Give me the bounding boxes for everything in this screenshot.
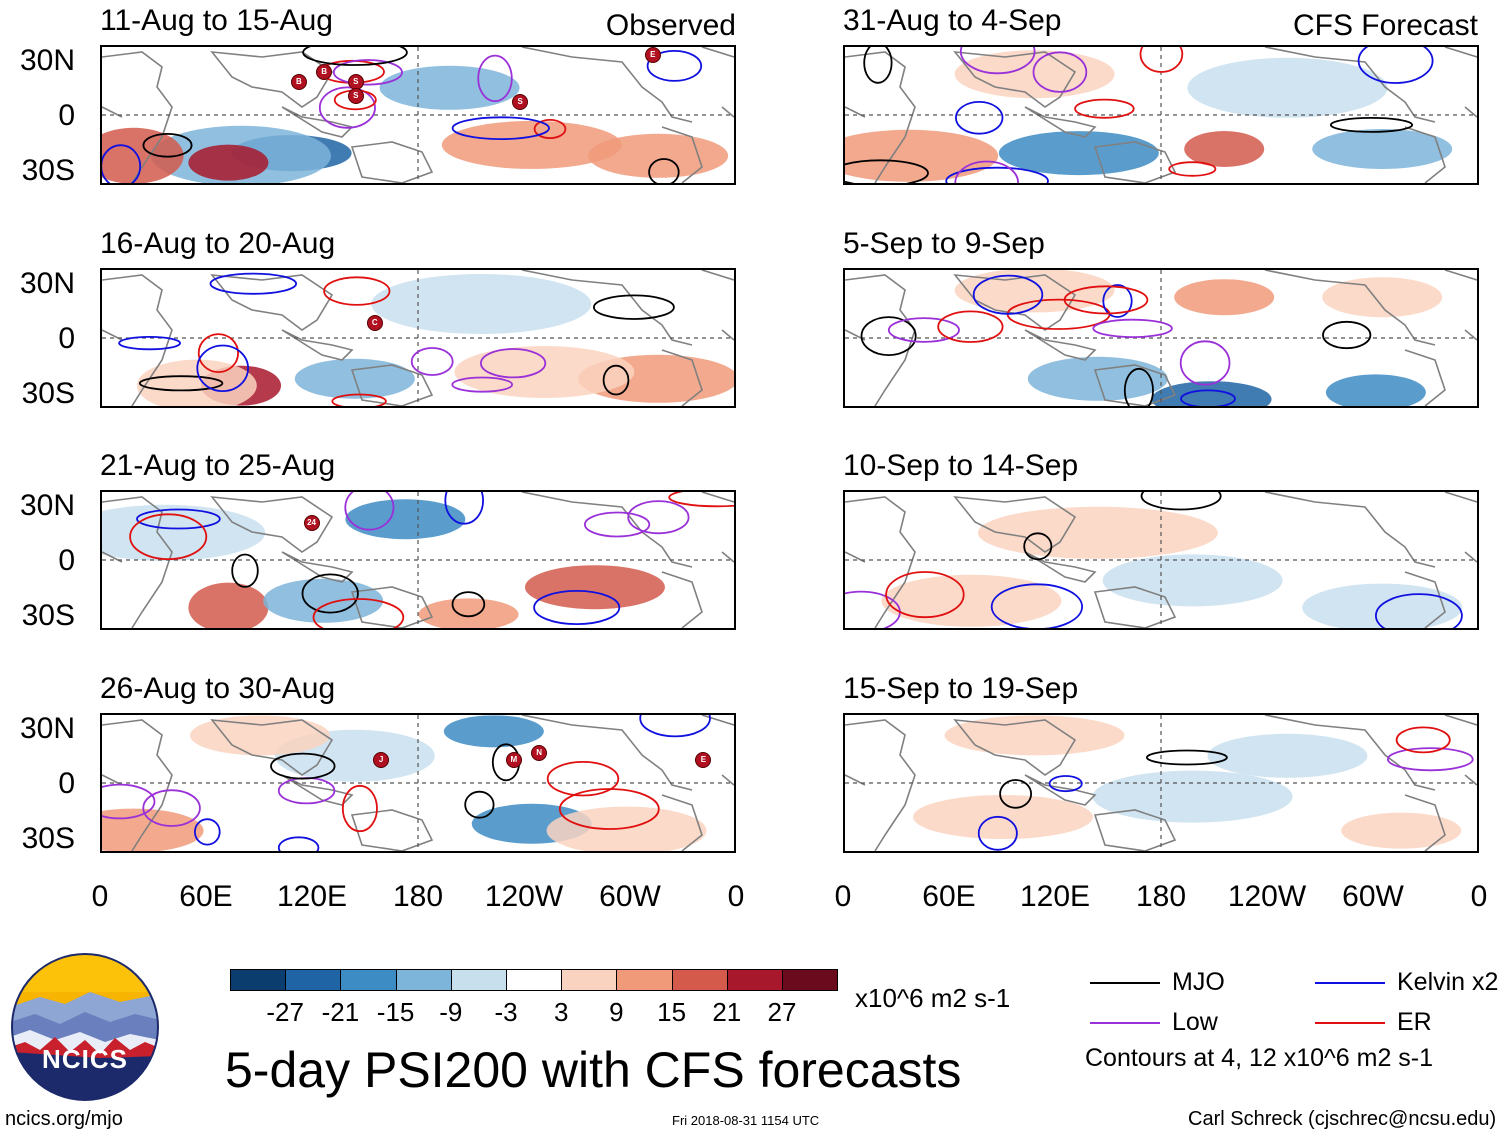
- lon-label: 120E: [276, 880, 348, 913]
- colorbar-swatch: [450, 969, 507, 991]
- colorbar-label: 15: [657, 997, 687, 1027]
- colorbar-swatch: [506, 969, 563, 991]
- lon-label: 180: [392, 880, 444, 913]
- units-label: x10^6 m2 s-1: [855, 983, 1011, 1013]
- lat-label: 0: [58, 544, 75, 577]
- map-panel-obs-3: 24: [100, 490, 736, 630]
- colorbar-label: -3: [494, 997, 518, 1027]
- storm-marker-icon: E: [695, 751, 712, 768]
- storm-marker-icon: B: [290, 74, 307, 90]
- lon-label: 60W: [1342, 880, 1404, 913]
- colorbar-label: 9: [609, 997, 624, 1027]
- colorbar-swatch: [230, 969, 287, 991]
- panel-title-fcst-2: 5-Sep to 9-Sep: [843, 227, 1045, 260]
- colorbar-label: 27: [767, 997, 797, 1027]
- storm-marker-icon: E: [644, 47, 661, 63]
- lon-label: 0: [727, 880, 745, 913]
- lon-label: 60W: [599, 880, 661, 913]
- lat-label: 30S: [21, 154, 75, 187]
- timestamp: Fri 2018-08-31 1154 UTC: [672, 1113, 820, 1128]
- legend-line-mjo: [1090, 982, 1160, 984]
- storm-marker-icon: N: [531, 744, 548, 761]
- lon-label: 120W: [484, 880, 564, 913]
- colorbar-swatch: [616, 969, 673, 991]
- storm-marker-icon: B: [316, 64, 333, 81]
- lon-label: 120E: [1019, 880, 1091, 913]
- storm-marker-icon: C: [366, 314, 383, 331]
- map-panel-fcst-3: [843, 490, 1479, 630]
- lon-label: 120W: [1227, 880, 1307, 913]
- lat-label: 30N: [19, 44, 75, 77]
- panel-title-fcst-3: 10-Sep to 14-Sep: [843, 449, 1079, 482]
- panel-title-fcst-4: 15-Sep to 19-Sep: [843, 672, 1079, 705]
- map-panel-fcst-2: [843, 268, 1479, 408]
- lat-label: 0: [58, 322, 75, 355]
- map-panel-obs-2: C: [100, 268, 736, 408]
- legend-line-er: [1315, 1022, 1385, 1024]
- colorbar-label: -15: [376, 997, 415, 1027]
- colorbar-swatch: [395, 969, 452, 991]
- panel-title-obs-2: 16-Aug to 20-Aug: [100, 227, 336, 260]
- map-panel-fcst-4: [843, 713, 1479, 853]
- panel-title-obs-4: 26-Aug to 30-Aug: [100, 672, 336, 705]
- legend-label: MJO: [1172, 968, 1225, 996]
- panel-title-obs-3: 21-Aug to 25-Aug: [100, 449, 336, 482]
- colorbar-swatch: [782, 969, 839, 991]
- map-panel-fcst-1: [843, 45, 1479, 185]
- lat-label: 30S: [21, 822, 75, 855]
- lat-label: 0: [58, 99, 75, 132]
- colorbar-swatch: [671, 969, 728, 991]
- panel-title-fcst-1: 31-Aug to 4-Sep: [843, 4, 1062, 37]
- colorbar-label: 3: [553, 997, 569, 1027]
- colorbar-swatch: [561, 969, 618, 991]
- ncics-logo: NCICS: [10, 952, 160, 1102]
- lon-label: 60E: [922, 880, 976, 913]
- legend-label: Low: [1172, 1008, 1218, 1036]
- colorbar-label: -21: [321, 997, 360, 1027]
- storm-marker-icon: M: [505, 751, 522, 768]
- storm-marker-icon: S: [347, 87, 364, 104]
- colorbar-swatch: [285, 969, 342, 991]
- legend-line-kelvin-x2: [1315, 982, 1385, 984]
- legend-line-low: [1090, 1022, 1160, 1024]
- colorbar-swatch: [340, 969, 397, 991]
- figure-title: 5-day PSI200 with CFS forecasts: [225, 1042, 962, 1098]
- author-credit: Carl Schreck (cjschrec@ncsu.edu): [1188, 1108, 1497, 1130]
- lat-label: 30N: [19, 712, 75, 745]
- colorbar-swatch: [726, 969, 783, 991]
- lon-label: 0: [834, 880, 852, 913]
- legend-label: Kelvin x2: [1397, 968, 1499, 996]
- lat-label: 30N: [19, 489, 75, 522]
- logo-text: NCICS: [42, 1044, 128, 1074]
- contour-note: Contours at 4, 12 x10^6 m2 s-1: [1085, 1044, 1434, 1072]
- observed-label: Observed: [605, 9, 736, 42]
- forecast-label: CFS Forecast: [1292, 9, 1478, 42]
- lon-label: 60E: [179, 880, 233, 913]
- lat-label: 30S: [21, 599, 75, 632]
- legend-label: ER: [1397, 1008, 1432, 1036]
- storm-marker-icon: J: [373, 751, 390, 768]
- storm-marker-icon: S: [512, 94, 529, 111]
- lat-label: 30N: [19, 267, 75, 300]
- colorbar-label: 21: [712, 997, 742, 1027]
- lon-label: 0: [91, 880, 109, 913]
- lon-label: 180: [1135, 880, 1187, 913]
- colorbar-label: -9: [439, 997, 463, 1027]
- colorbar-label: -27: [266, 997, 304, 1027]
- lat-label: 30S: [21, 377, 75, 410]
- lat-label: 0: [58, 767, 75, 800]
- lon-label: 0: [1470, 880, 1488, 913]
- panel-title-obs-1: 11-Aug to 15-Aug: [100, 4, 333, 37]
- site-link[interactable]: ncics.org/mjo: [5, 1108, 123, 1130]
- storm-marker-icon: 24: [303, 514, 320, 531]
